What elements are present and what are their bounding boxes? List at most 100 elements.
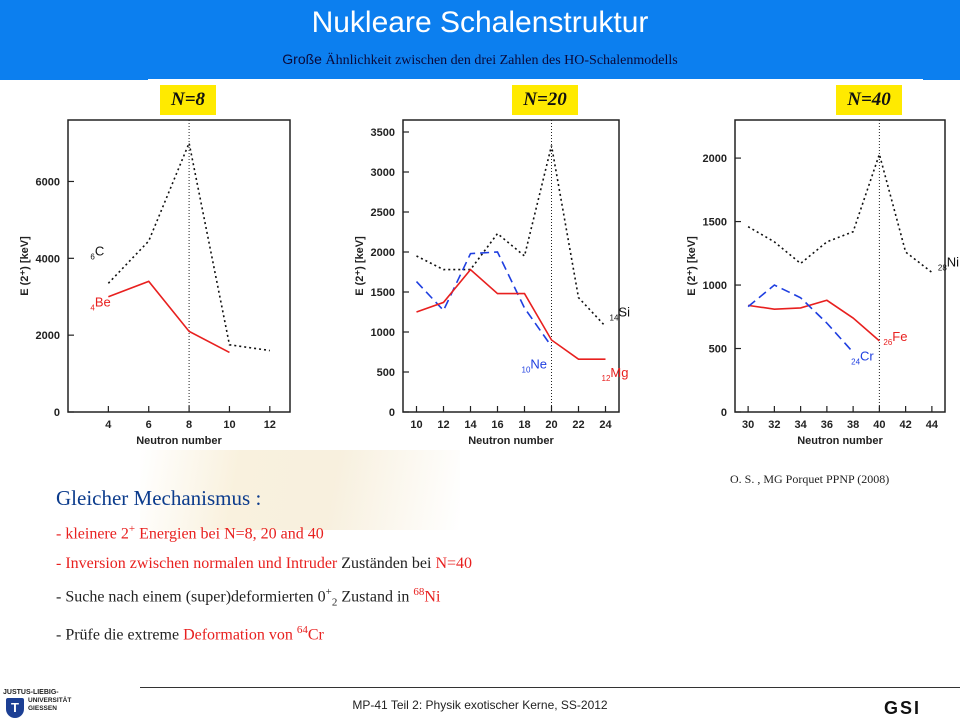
x-tick-label: 40 [873,419,885,431]
y-tick-label: 2000 [371,247,395,259]
y-tick-label: 1500 [703,217,727,229]
bullet4-sup: 64 [296,624,308,636]
bullet4-text-c: Cr [307,626,324,644]
x-tick-label: 12 [437,419,449,431]
bullet2-text-c: Zuständen bei [337,555,436,572]
chart-n40: 0 500 1000 1500 2000 30 32 34 36 38 40 42 44 Neutron … [686,119,959,447]
bullet3-sub: 2 [331,596,338,609]
x-tick-label: 38 [847,419,859,431]
footer-divider [140,687,960,688]
series-element: Ni [947,254,959,269]
plot-frame [402,119,620,413]
series-label-cr: 24Cr [851,348,874,366]
x-tick-label: 22 [572,419,584,431]
series-element: Fe [892,329,907,344]
subtitle-lead: Große [282,51,322,67]
x-tick-label: 4 [105,419,112,431]
series-label-be: 4Be [90,295,110,313]
x-tick-label: 32 [768,419,780,431]
uni-emblem-icon: T [6,698,24,718]
bullet4-text-a: - Prüfe die extreme [56,626,184,644]
series-mass-number: 14 [610,313,619,322]
chart-n20: 0 500 1000 1500 2000 2500 3000 3500 10 12 14 16 18 20… [354,119,631,447]
series-element: Mg [610,365,628,380]
label-n20: N=20 [512,85,578,115]
series-line-fe [748,299,880,342]
x-tick-label: 24 [599,419,612,431]
bullet3-text-a: - Suche nach einem (super)deformierten 0 [56,588,326,606]
y-tick-label: 500 [377,367,395,379]
x-axis-label: Neutron number [797,435,883,447]
uni-logo-line3: GIESSEN [28,705,57,712]
x-tick-label: 10 [410,419,422,431]
y-axis-label: E (2⁺) [keV] [354,236,366,296]
background-watermark [140,450,460,530]
mechanism-title: Gleicher Mechanismus : [56,486,262,510]
x-tick-label: 14 [464,419,477,431]
y-tick-label: 0 [389,407,395,419]
bullet3-sup-mass: 68 [413,586,425,598]
series-line-mg [416,268,606,361]
y-axis-label: E (2⁺) [keV] [686,236,698,296]
bullet1-text-b: Energien bei N=8, 20 and 40 [135,525,324,543]
series-label-ni: 28Ni [938,254,959,272]
series-element: C [95,243,104,258]
y-tick-label: 3500 [371,127,395,139]
series-line-cr [747,284,854,353]
plot-frame [67,119,291,413]
series-label-fe: 26Fe [883,329,907,347]
bullet1-sup: + [128,523,136,535]
x-tick-label: 34 [795,419,808,431]
bullet3-sup: + [325,586,332,598]
bullet-check-deformation: - Prüfe die extreme Deformation von 64Cr [56,624,324,644]
footer-text: MP-41 Teil 2: Physik exotischer Kerne, S… [352,698,608,712]
series-line-be [108,280,230,354]
series-mass-number: 24 [851,357,860,366]
x-tick-label: 10 [223,419,235,431]
bullet3-text-c: Ni [424,588,441,606]
x-tick-label: 20 [545,419,557,431]
x-tick-label: 42 [900,419,912,431]
series-label-c: 6C [90,243,104,261]
series-mass-number: 10 [522,365,531,374]
y-tick-label: 0 [54,407,60,419]
x-tick-label: 44 [926,419,939,431]
series-mass-number: 28 [938,263,947,272]
y-tick-label: 4000 [36,253,60,265]
bullet-inversion: - Inversion zwischen normalen und Intrud… [56,555,472,573]
series-label-mg: 12Mg [602,365,629,383]
uni-logo-line1: JUSTUS-LIEBIG- [3,689,59,696]
y-tick-label: 1500 [371,287,395,299]
bullet4-text-b: Deformation von [183,626,297,644]
uni-logo-line2: UNIVERSITÄT [28,697,72,704]
plot-frame [734,119,946,413]
series-element: Cr [860,348,874,363]
series-line-ni [747,151,933,273]
series-element: Ne [530,356,547,371]
y-tick-label: 0 [721,407,727,419]
bullet-search-deformed: - Suche nach einem (super)deformierten 0… [56,586,440,609]
x-axis-label: Neutron number [468,435,554,447]
x-tick-label: 30 [742,419,754,431]
series-line-si [416,145,607,327]
x-axis-label: Neutron number [136,435,222,447]
bullet-lower-energies: - kleinere 2+ Energien bei N=8, 20 and 4… [56,523,324,543]
university-logo: JUSTUS-LIEBIG- T UNIVERSITÄT GIESSEN [0,688,140,720]
y-tick-label: 2000 [703,153,727,165]
x-tick-label: 36 [821,419,833,431]
x-tick-label: 6 [146,419,152,431]
y-tick-label: 2000 [36,330,60,342]
subtitle-rest: Ähnlichkeit zwischen den drei Zahlen des… [321,53,678,68]
series-line-ne [415,251,553,347]
bullet2-text-d: N=40 [435,555,473,572]
bullet1-text-a: - kleinere 2 [56,525,129,543]
series-label-si: 14Si [610,304,631,322]
x-tick-label: 12 [264,419,276,431]
bullet3-text-b: Zustand in [337,588,414,606]
chart-n8: 0 2000 4000 6000 4 6 8 10 12 Neutron number E (2⁺)… [19,119,291,447]
series-mass-number: 12 [602,374,611,383]
header-bar: Nukleare Schalenstruktur Große Ähnlichke… [0,0,960,81]
y-tick-label: 1000 [371,327,395,339]
series-mass-number: 6 [90,252,95,261]
citation: O. S. , MG Porquet PPNP (2008) [730,472,890,486]
